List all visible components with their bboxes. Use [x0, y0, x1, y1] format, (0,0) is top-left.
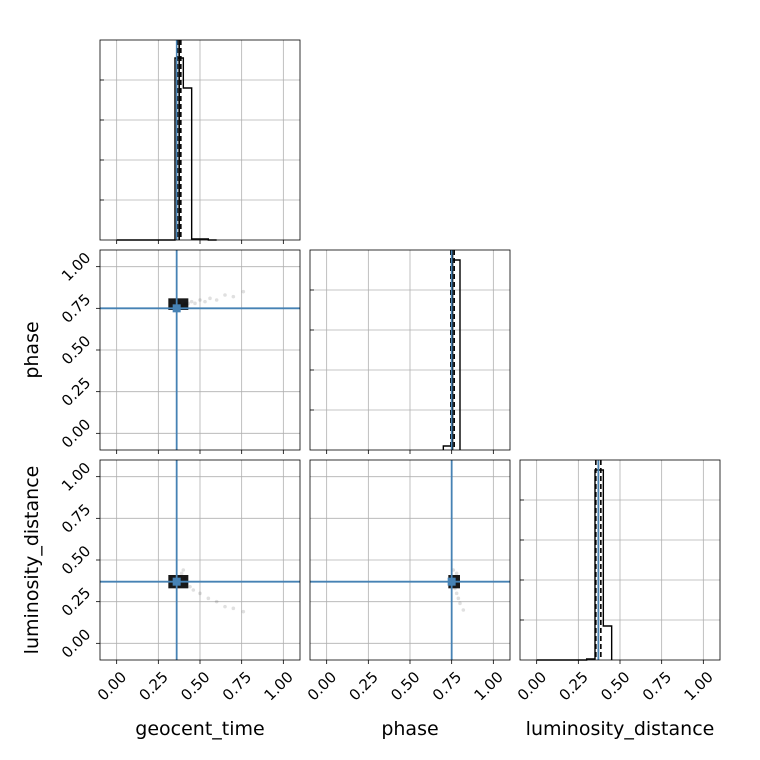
truth-marker [172, 304, 181, 313]
scatter-point [223, 604, 227, 609]
panel-luminosity_distance-vs-geocent_time-panel [96, 459, 301, 664]
scatter-point [203, 299, 207, 304]
scatter-point [458, 601, 462, 606]
hist-phase-panel [309, 249, 511, 454]
scatter-point [456, 596, 461, 601]
x-tick-label: 0.50 [597, 668, 633, 704]
scatter-point [198, 298, 202, 302]
scatter-point [241, 289, 246, 294]
scatter-point [241, 609, 246, 614]
hist-geocent_time-panel [99, 39, 301, 244]
x-tick-label: 0.50 [177, 668, 213, 704]
x-tick-label: 0.00 [304, 668, 340, 704]
scatter-point [454, 571, 459, 576]
scatter-point [214, 298, 219, 302]
gridlines [520, 460, 720, 660]
x-tick-label: 0.25 [556, 668, 592, 704]
x-tick-label: 0.25 [136, 668, 172, 704]
x-axis-label-phase: phase [381, 718, 438, 740]
gridlines [100, 460, 300, 660]
scatter-point [454, 591, 459, 596]
panel-area [96, 39, 721, 664]
gridlines [310, 460, 510, 660]
panel-phase-vs-geocent_time-panel [96, 249, 301, 454]
truth-marker [172, 577, 181, 586]
density-blob [168, 298, 189, 310]
y-tick-label: 0.75 [58, 290, 94, 326]
y-tick-label: 0.75 [58, 500, 94, 536]
y-tick-label: 0.25 [58, 584, 94, 620]
scatter-point [231, 606, 236, 611]
x-tick-label: 0.75 [639, 668, 675, 704]
y-axis-label-phase: phase [21, 321, 43, 378]
x-tick-label: 0.25 [346, 668, 382, 704]
scatter-point [223, 293, 227, 297]
gridlines [310, 250, 510, 450]
scatter-point [461, 608, 466, 612]
x-tick-label: 0.50 [387, 668, 423, 704]
scatter-point [181, 568, 186, 572]
y-tick-label: 0.50 [58, 332, 94, 368]
x-tick-label: 0.75 [429, 668, 465, 704]
x-tick-label: 1.00 [471, 668, 507, 704]
y-tick-label: 0.00 [58, 625, 94, 661]
histogram-step [116, 57, 217, 241]
truth-marker [447, 577, 456, 586]
y-tick-label: 0.50 [58, 542, 94, 578]
x-tick-label: 0.75 [219, 668, 255, 704]
y-tick-label: 1.00 [58, 249, 94, 285]
panel-luminosity_distance-vs-phase-panel [309, 459, 511, 664]
scatter-point [214, 599, 219, 604]
gridlines [100, 40, 300, 240]
y-tick-label: 1.00 [58, 459, 94, 495]
scatter-point [208, 296, 212, 301]
x-axis-label-geocent-time: geocent_time [135, 718, 264, 740]
scatter-point [231, 294, 236, 299]
scatter-point [179, 571, 184, 576]
scatter-point [198, 591, 202, 596]
gridlines [100, 250, 300, 450]
scatter-point [206, 596, 211, 601]
scatter-point [188, 584, 192, 589]
scatter-point [189, 299, 194, 304]
x-tick-label: 1.00 [681, 668, 717, 704]
scatter-point [191, 588, 196, 592]
x-tick-label: 1.00 [261, 668, 297, 704]
y-axis-label-luminosity-distance: luminosity_distance [21, 466, 43, 655]
x-tick-label: 0.00 [94, 668, 130, 704]
x-axis-label-luminosity-distance: luminosity_distance [526, 718, 715, 740]
hist-luminosity_distance-panel [519, 459, 721, 664]
y-tick-label: 0.00 [58, 415, 94, 451]
scatter-point [193, 301, 197, 306]
x-tick-label: 0.00 [514, 668, 550, 704]
y-tick-label: 0.25 [58, 374, 94, 410]
